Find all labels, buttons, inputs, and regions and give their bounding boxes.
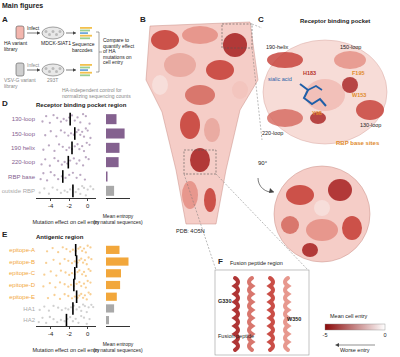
html-text:E: E — [2, 230, 8, 239]
html-text:VSV-G variant library: VSV-G variant library — [4, 77, 36, 89]
html-text:C: C — [258, 15, 264, 24]
html-text:B: B — [140, 15, 146, 24]
svg-text:epitope-C: epitope-C — [9, 270, 36, 276]
html-text:90°: 90° — [258, 160, 268, 166]
html-text:-5: -5 — [322, 332, 328, 338]
svg-text:outside RBP: outside RBP — [2, 188, 35, 194]
html-text:RBP base sites: RBP base sites — [336, 140, 380, 146]
html-text:Infect: Infect — [27, 62, 40, 68]
svg-text:130-loop: 130-loop — [12, 116, 36, 122]
html-text:F195: F195 — [352, 70, 365, 76]
html-text:150-loop: 150-loop — [340, 44, 362, 50]
svg-text:epitope-B: epitope-B — [9, 259, 35, 265]
html-text:Fusion peptide region: Fusion peptide region — [230, 260, 283, 266]
html-text:Mean cell entry: Mean cell entry — [330, 313, 368, 319]
svg-text:-4: -4 — [48, 331, 54, 337]
svg-text:Mean entropy(in natural sequen: Mean entropy(in natural sequences) — [93, 213, 143, 226]
svg-text:epitope-E: epitope-E — [9, 294, 35, 300]
html-text:0: 0 — [383, 332, 387, 338]
svg-text:epitope-D: epitope-D — [9, 282, 36, 288]
svg-text:epitope-A: epitope-A — [9, 247, 35, 253]
svg-text:0: 0 — [86, 203, 90, 209]
html-text:W350: W350 — [287, 316, 302, 322]
svg-text:RBP base: RBP base — [8, 174, 36, 180]
html-text:Receptor binding pocket: Receptor binding pocket — [300, 18, 371, 24]
html-text:sialic acid: sialic acid — [268, 76, 292, 82]
html-text:Antigenic region: Antigenic region — [36, 234, 84, 240]
svg-text:190 helix: 190 helix — [11, 145, 35, 151]
svg-text:Mutation effect on cell entry: Mutation effect on cell entry — [32, 347, 99, 353]
html-text:220-loop: 220-loop — [262, 130, 284, 136]
html-text:293T: 293T — [47, 77, 59, 83]
html-text:HA-independent control for nor: HA-independent control for normalizing s… — [62, 87, 131, 99]
html-text:H183: H183 — [303, 70, 317, 76]
html-text:Infect: Infect — [27, 25, 40, 31]
html-text:Y98: Y98 — [312, 110, 322, 116]
html-text:190-helix: 190-helix — [266, 44, 289, 50]
svg-text:-2: -2 — [67, 331, 73, 337]
html-text:Main figures: Main figures — [2, 2, 44, 9]
html-text:A: A — [2, 15, 8, 24]
html-text:MDCK-SIAT1 Sequence barcodes: MDCK-SIAT1 Sequence barcodes — [41, 40, 95, 53]
html-text:Compare to quantify effect of: Compare to quantify effect of HA mutatio… — [103, 37, 134, 65]
html-text:F: F — [218, 257, 223, 266]
html-text:G330: G330 — [218, 298, 232, 304]
svg-text:-2: -2 — [67, 203, 73, 209]
svg-text:220-loop: 220-loop — [12, 159, 36, 165]
html-text:Receptor binding pocket region: Receptor binding pocket region — [36, 102, 127, 108]
svg-text:HA1: HA1 — [23, 306, 35, 312]
html-text:D: D — [2, 99, 8, 108]
html-text:HA variant library: HA variant library — [4, 40, 28, 52]
svg-text:HA2: HA2 — [23, 317, 35, 323]
html-text:130-loop: 130-loop — [360, 122, 382, 128]
svg-text:-4: -4 — [48, 203, 54, 209]
svg-text:150-loop: 150-loop — [12, 131, 36, 137]
html-text:Fusion peptide: Fusion peptide — [218, 333, 255, 339]
svg-text:Mutation effect on cell entry: Mutation effect on cell entry — [32, 219, 99, 225]
html-text:W153: W153 — [352, 92, 367, 98]
svg-text:0: 0 — [86, 331, 90, 337]
html-text:Worse entry: Worse entry — [340, 347, 370, 353]
svg-text:Mean entropy(in natural sequen: Mean entropy(in natural sequences) — [93, 341, 143, 354]
html-text:PDB: 4O5N: PDB: 4O5N — [176, 228, 205, 234]
